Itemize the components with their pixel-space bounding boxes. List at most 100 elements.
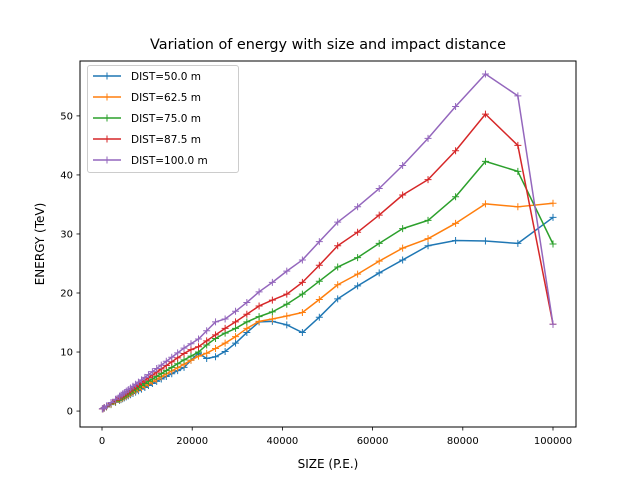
data-point-marker xyxy=(334,295,342,303)
legend-item: DIST=50.0 m xyxy=(93,71,201,83)
data-point-marker xyxy=(232,307,240,315)
data-point-marker xyxy=(298,278,306,286)
data-point-marker xyxy=(187,352,195,360)
data-point-marker xyxy=(375,185,383,193)
y-tick-label: 50 xyxy=(60,112,73,123)
data-point-marker xyxy=(354,203,362,211)
data-point-marker xyxy=(103,402,111,410)
data-point-marker xyxy=(452,102,460,110)
data-point-marker xyxy=(268,296,276,304)
y-tick-label: 40 xyxy=(60,171,73,182)
y-tick-label: 20 xyxy=(60,289,73,300)
data-point-marker xyxy=(212,318,220,326)
data-point-marker xyxy=(268,308,276,316)
x-tick-label: 0 xyxy=(99,436,105,447)
data-point-marker xyxy=(298,329,306,337)
data-point-marker xyxy=(203,327,211,335)
data-point-marker xyxy=(283,267,291,275)
data-point-marker xyxy=(452,193,460,201)
data-point-marker xyxy=(354,270,362,278)
data-point-marker xyxy=(232,318,240,326)
data-point-marker xyxy=(268,278,276,286)
data-point-marker xyxy=(452,147,460,155)
data-point-marker xyxy=(549,240,557,248)
data-point-marker xyxy=(221,315,229,323)
data-point-marker xyxy=(399,244,407,252)
x-tick-label: 100000 xyxy=(534,436,572,447)
series-4 xyxy=(98,70,557,413)
data-point-marker xyxy=(481,200,489,208)
data-point-marker xyxy=(212,353,220,361)
data-point-marker xyxy=(255,313,263,321)
x-tick-label: 40000 xyxy=(266,436,298,447)
data-point-marker xyxy=(203,337,211,345)
data-point-marker xyxy=(424,134,432,142)
data-point-marker xyxy=(107,399,115,407)
data-point-marker xyxy=(514,141,522,149)
data-point-marker xyxy=(298,290,306,298)
data-point-marker xyxy=(514,239,522,247)
legend-label: DIST=62.5 m xyxy=(131,92,201,104)
data-point-marker xyxy=(375,257,383,265)
legend-marker xyxy=(103,72,111,80)
data-point-marker xyxy=(549,320,557,328)
x-tick-label: 20000 xyxy=(176,436,208,447)
data-point-marker xyxy=(221,324,229,332)
data-point-marker xyxy=(283,290,291,298)
chart-title: Variation of energy with size and impact… xyxy=(150,37,506,53)
data-point-marker xyxy=(424,235,432,243)
data-point-marker xyxy=(375,269,383,277)
data-point-marker xyxy=(203,349,211,357)
data-point-marker xyxy=(481,157,489,165)
data-point-marker xyxy=(168,353,176,361)
data-point-marker xyxy=(243,324,251,332)
legend-item: DIST=62.5 m xyxy=(93,92,201,104)
data-point-marker xyxy=(99,405,107,413)
data-point-marker xyxy=(315,295,323,303)
data-point-marker xyxy=(119,390,127,398)
data-point-marker xyxy=(283,300,291,308)
legend-item: DIST=87.5 m xyxy=(93,134,201,146)
y-axis-label: ENERGY (TeV) xyxy=(33,203,47,286)
legend-label: DIST=50.0 m xyxy=(131,71,201,83)
data-point-marker xyxy=(399,191,407,199)
data-point-marker xyxy=(180,344,188,352)
data-point-marker xyxy=(514,203,522,211)
data-point-marker xyxy=(399,225,407,233)
data-point-marker xyxy=(514,167,522,175)
data-point-marker xyxy=(144,371,152,379)
axes-frame xyxy=(79,60,577,428)
y-axis: 0 10 20 30 40 50 xyxy=(60,112,80,418)
data-point-marker xyxy=(549,199,557,207)
data-point-marker xyxy=(481,70,489,78)
data-point-marker xyxy=(174,360,182,368)
data-point-marker xyxy=(424,176,432,184)
data-point-marker xyxy=(334,263,342,271)
data-point-marker xyxy=(162,357,170,365)
data-point-marker xyxy=(232,333,240,341)
data-point-marker xyxy=(283,321,291,329)
data-point-marker xyxy=(315,277,323,285)
data-point-marker xyxy=(375,211,383,219)
legend: DIST=50.0 m DIST=62.5 m DIST=75.0 m DIST=87… xyxy=(87,65,239,173)
legend-label: DIST=100.0 m xyxy=(131,155,208,167)
data-point-marker xyxy=(283,312,291,320)
legend-marker xyxy=(103,93,111,101)
data-point-marker xyxy=(174,349,182,357)
data-point-marker xyxy=(268,315,276,323)
data-point-marker xyxy=(195,343,203,351)
data-point-marker xyxy=(148,368,156,376)
data-point-marker xyxy=(180,356,188,364)
data-point-marker xyxy=(255,302,263,310)
data-point-marker xyxy=(243,298,251,306)
x-axis: 0 20000 40000 60000 80000 100000 xyxy=(99,427,572,447)
data-point-marker xyxy=(354,254,362,262)
data-point-marker xyxy=(354,228,362,236)
data-point-marker xyxy=(243,310,251,318)
legend-item: DIST=100.0 m xyxy=(93,155,208,167)
data-point-marker xyxy=(187,340,195,348)
data-point-marker xyxy=(195,335,203,343)
y-tick-label: 0 xyxy=(67,407,73,418)
y-tick-label: 10 xyxy=(60,348,73,359)
